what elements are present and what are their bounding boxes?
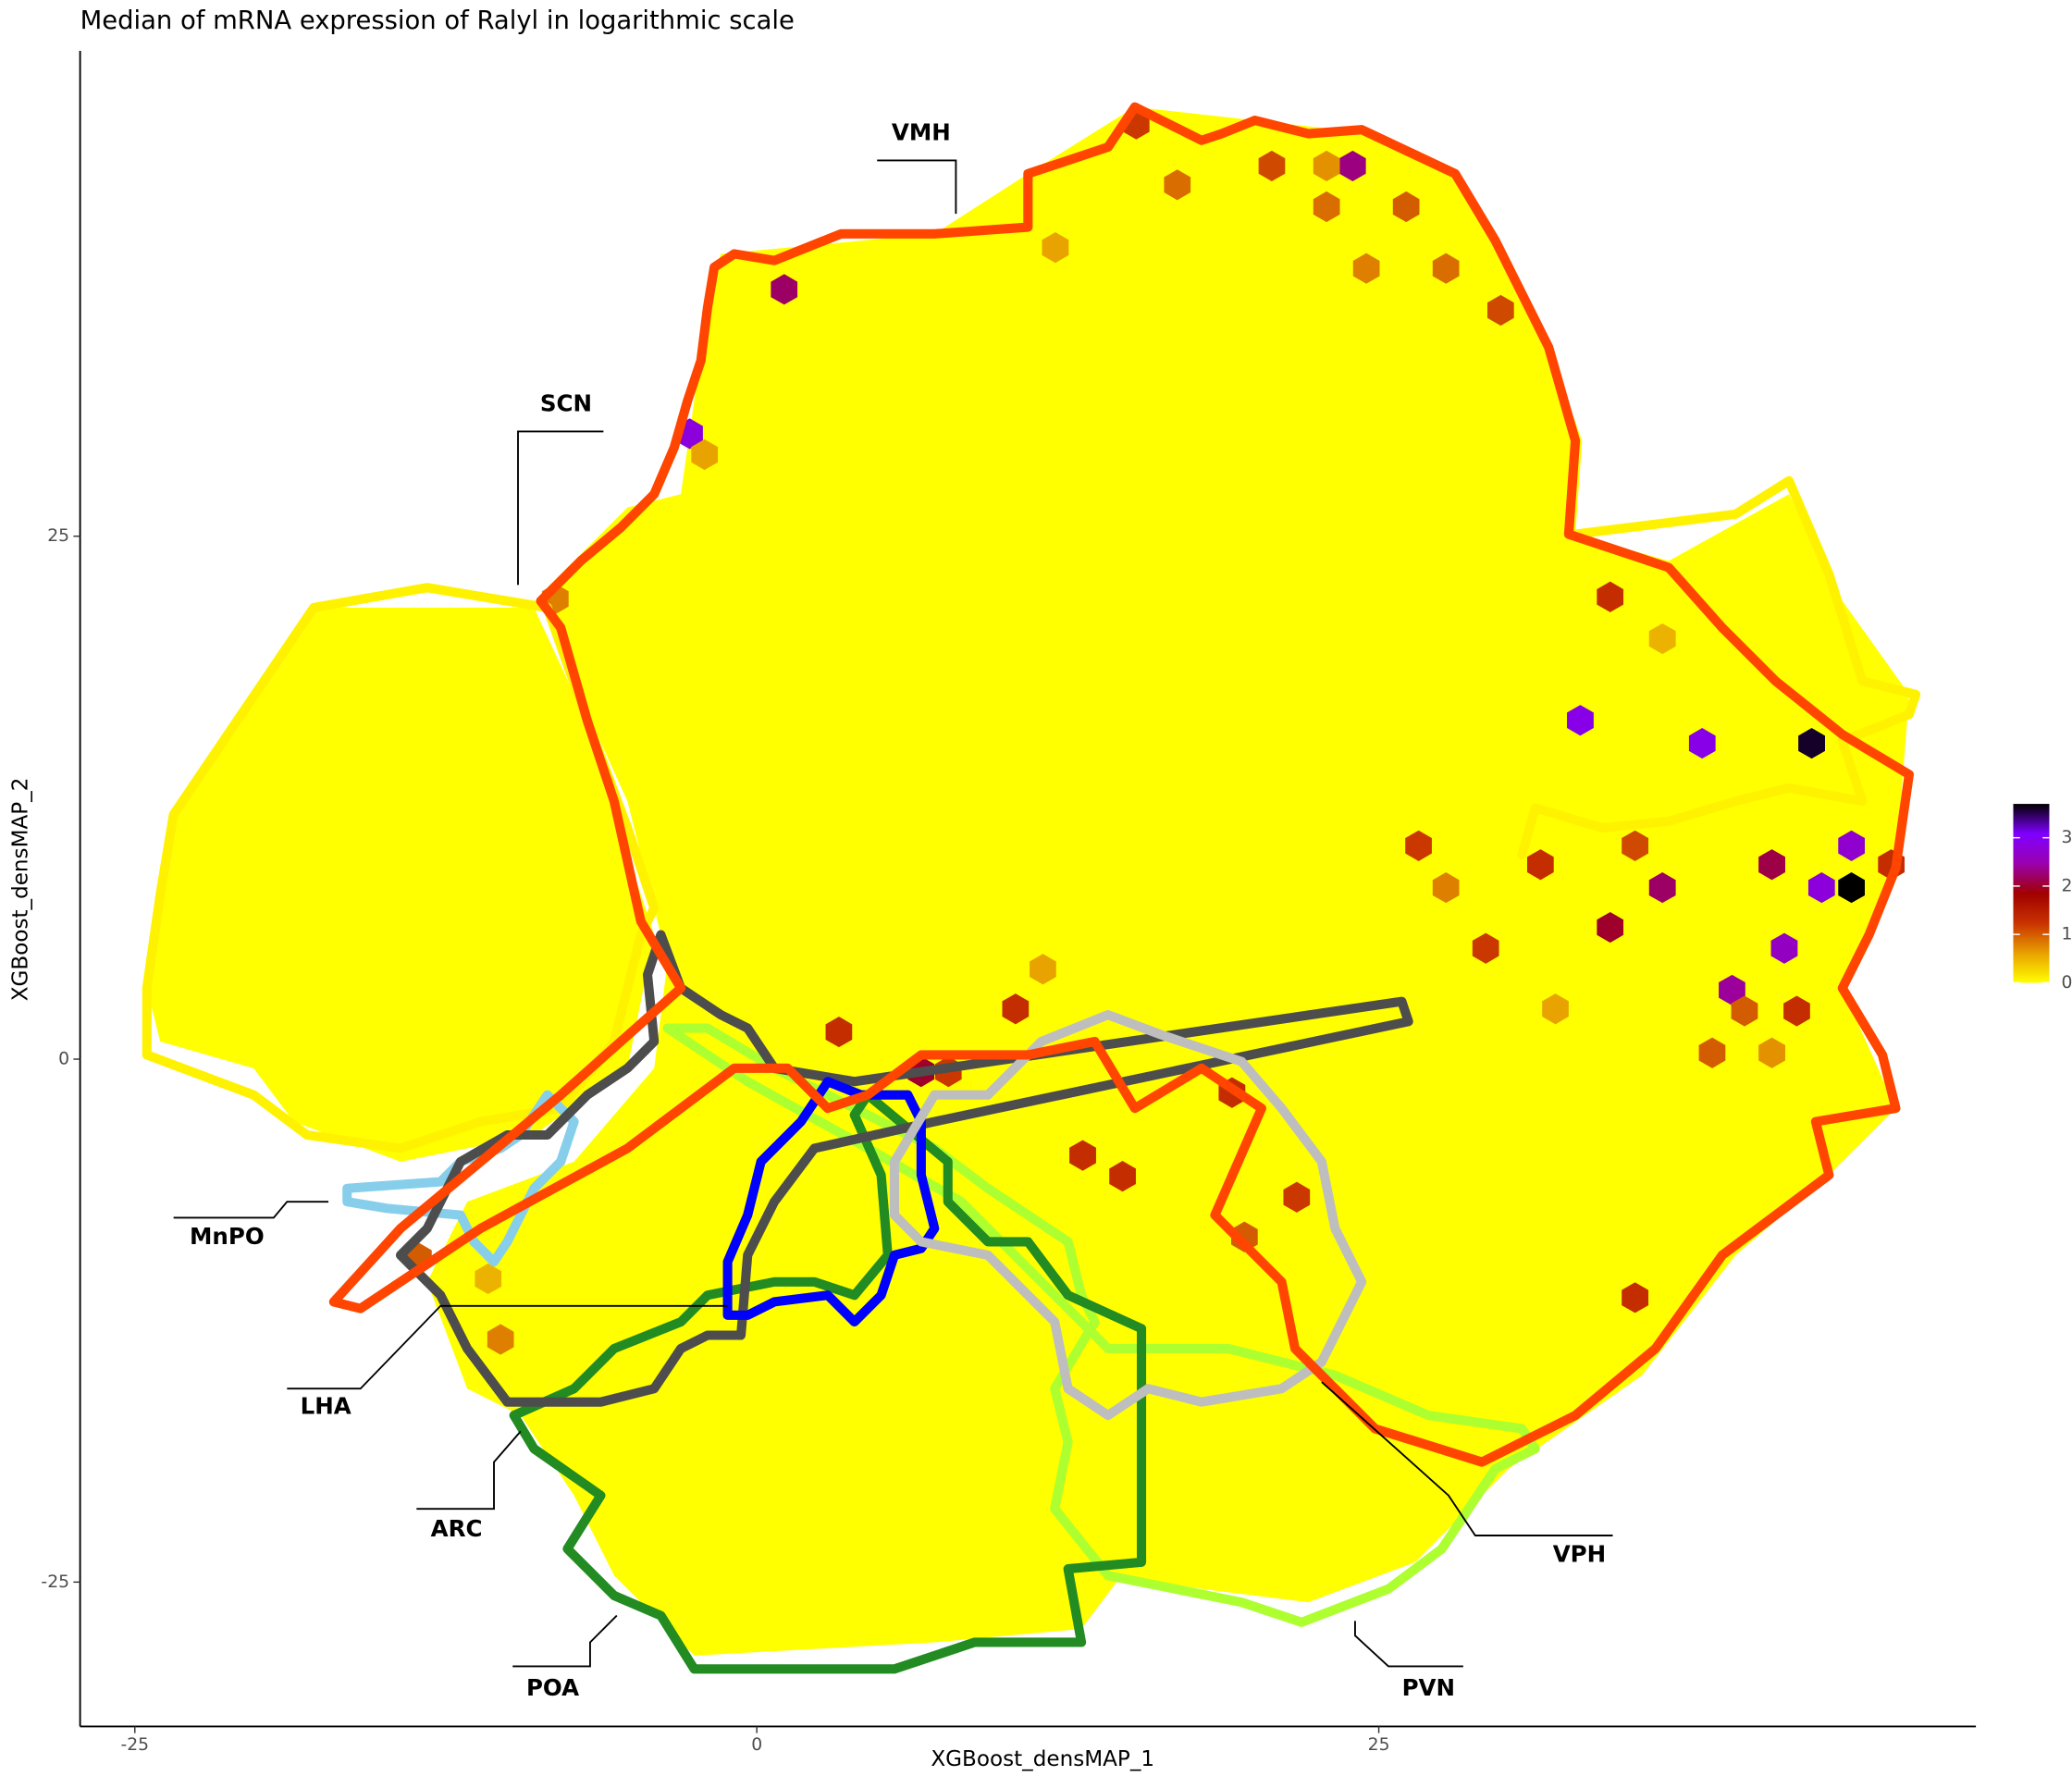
hex-bin [1109, 1161, 1136, 1192]
region-label: VMH [892, 119, 951, 146]
density-blob [426, 106, 1909, 1656]
region-label: VPH [1553, 1541, 1606, 1568]
colorbar-tick-label: 2 [2061, 876, 2072, 895]
x-tick-label: 25 [1368, 1735, 1390, 1755]
hex-bin [1758, 849, 1785, 881]
hex-bin [1698, 1037, 1726, 1068]
y-tick-label: -25 [41, 1572, 69, 1592]
leader-line [287, 1304, 728, 1390]
region-outlines [142, 102, 1921, 1674]
hex-bin [1566, 705, 1594, 736]
hex-bin [1648, 623, 1676, 655]
region-labels: VMH SCN MnPO LHA ARC POA PVN VPH [173, 119, 1613, 1701]
hex-bin [1338, 150, 1366, 182]
y-axis-label: XGBoost_densMAP_2 [9, 778, 33, 1002]
region-outline [889, 1010, 1367, 1421]
leader-line [512, 1614, 618, 1668]
colorbar-tick-label: 0 [2061, 973, 2072, 993]
hex-bin [1258, 150, 1286, 182]
y-tick-label: 0 [58, 1050, 69, 1069]
hex-bin [1542, 993, 1569, 1025]
hex-bin [1313, 150, 1340, 182]
hex-bin [1432, 871, 1460, 904]
x-tick-label: -25 [120, 1735, 149, 1755]
hex-bin [1486, 294, 1514, 327]
hex-bin [1432, 253, 1460, 284]
hex-bin [1838, 830, 1866, 861]
colorbar-tick-label: 3 [2061, 828, 2072, 847]
region-label: LHA [301, 1392, 352, 1419]
density-blob [146, 607, 655, 1162]
x-axis-label: XGBoost_densMAP_1 [931, 1747, 1154, 1771]
hex-layer [405, 108, 1906, 1355]
colorbar [2013, 804, 2050, 983]
hex-bin [1648, 871, 1676, 904]
region-outline [722, 1077, 940, 1327]
x-tick-label: 0 [751, 1735, 762, 1755]
region-outline [328, 102, 1914, 1467]
hex-bin [1597, 911, 1624, 944]
leader-line [416, 1430, 522, 1511]
hex-bin [1042, 232, 1069, 264]
hex-bin [1002, 993, 1030, 1025]
hex-bin [691, 438, 719, 471]
hex-bin [1688, 727, 1716, 759]
region-label: SCN [540, 390, 592, 417]
hex-bin [1758, 1037, 1785, 1068]
hex-bin [1622, 830, 1649, 861]
hex-bin [1719, 974, 1745, 1006]
hex-bin [1164, 169, 1191, 201]
hex-bin [1770, 932, 1798, 964]
region-outline [1517, 475, 1921, 859]
leader-line [517, 430, 604, 586]
hex-bin [487, 1324, 514, 1355]
hex-bin [1283, 1181, 1311, 1213]
hex-bin [1472, 932, 1499, 964]
hex-bin [1313, 191, 1340, 223]
region-label: ARC [431, 1515, 483, 1542]
leader-line [173, 1201, 329, 1219]
hex-bin [1731, 995, 1758, 1027]
region-label: MnPO [190, 1223, 265, 1250]
region-label: POA [526, 1674, 579, 1701]
leader-line [877, 159, 957, 215]
region-outline [509, 1090, 1147, 1674]
axis-ticks: -25 0 25 -25 0 25 [41, 526, 1389, 1755]
colorbar-tick-label: 1 [2061, 925, 2072, 944]
hex-bin [1783, 995, 1810, 1027]
density-area [146, 106, 1909, 1656]
hex-bin [1838, 871, 1866, 904]
leader-line [1354, 1621, 1463, 1668]
hex-bin [1526, 849, 1554, 881]
hex-bin [825, 1016, 853, 1048]
colorbar-ticks: 0 1 2 3 [2013, 828, 2072, 993]
hex-bin [771, 274, 798, 305]
hex-bin [1030, 954, 1056, 985]
hex-bin [1069, 1140, 1096, 1171]
hex-bin [475, 1263, 502, 1295]
y-tick-label: 25 [47, 526, 69, 546]
region-label: PVN [1402, 1674, 1455, 1701]
chart-title: Median of mRNA expression of Ralyl in lo… [80, 6, 795, 35]
hex-bin [1798, 727, 1825, 759]
hex-bin [1231, 1221, 1258, 1252]
hex-bin [1405, 830, 1432, 861]
hex-bin [1807, 871, 1835, 904]
leader-line [1321, 1381, 1613, 1536]
hex-bin [1392, 191, 1420, 223]
hex-bin [1597, 581, 1624, 612]
hex-bin [1352, 253, 1380, 284]
hex-bin [1622, 1282, 1649, 1314]
region-outline [662, 1023, 1540, 1627]
